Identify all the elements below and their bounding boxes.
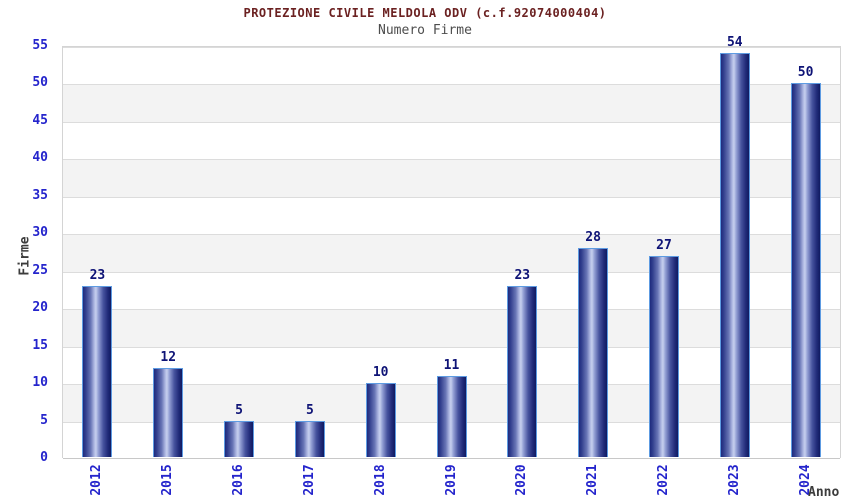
y-tick-label: 55 <box>32 38 48 53</box>
y-tick-label: 30 <box>32 225 48 241</box>
bar <box>365 383 396 457</box>
plot-band <box>63 159 840 197</box>
gridline <box>63 84 840 86</box>
plot-band <box>63 47 840 85</box>
y-tick-label: 50 <box>32 75 48 91</box>
chart-title: PROTEZIONE CIVILE MELDOLA ODV (c.f.92074… <box>243 6 607 20</box>
gridline <box>63 159 840 161</box>
gridline <box>63 234 840 236</box>
gridline <box>63 346 840 348</box>
x-tick-label: 2022 <box>655 464 671 496</box>
bar-value-label: 50 <box>797 65 814 81</box>
plot-band <box>63 196 840 235</box>
bar-value-label: 10 <box>372 365 389 381</box>
bar-value-label: 11 <box>443 357 460 373</box>
x-tick-label: 2023 <box>726 464 742 496</box>
gridline <box>63 271 840 273</box>
bar-value-label: 28 <box>585 230 601 246</box>
chart-subtitle: Numero Firme <box>378 23 472 38</box>
bar <box>82 285 113 457</box>
y-tick-label: 20 <box>32 300 48 316</box>
bar <box>507 285 538 457</box>
plot-band <box>63 84 840 122</box>
bar-value-label: 23 <box>89 267 106 283</box>
gridline <box>63 309 840 311</box>
bar <box>790 83 821 457</box>
gridline <box>63 47 840 48</box>
plot-band <box>63 121 840 160</box>
bar-value-label: 5 <box>235 402 243 418</box>
y-tick-label: 45 <box>32 112 48 128</box>
gridline <box>63 196 840 198</box>
bar <box>719 53 750 457</box>
y-tick-label: 35 <box>32 187 48 203</box>
y-tick-label: 0 <box>40 450 48 465</box>
x-axis-label: Anno <box>808 485 840 500</box>
y-tick-label: 10 <box>32 375 48 391</box>
y-tick-label: 5 <box>40 412 48 428</box>
bar <box>153 368 184 457</box>
bar <box>224 420 255 457</box>
x-tick-label: 2020 <box>514 464 530 496</box>
x-tick-label: 2012 <box>89 464 105 496</box>
x-tick-label: 2021 <box>585 464 601 496</box>
bar-value-label: 12 <box>160 350 177 366</box>
bar <box>294 420 325 457</box>
bar-value-label: 23 <box>514 267 531 283</box>
y-tick-label: 25 <box>32 262 48 278</box>
y-tick-label: 15 <box>32 337 48 353</box>
bar-value-label: 5 <box>305 402 314 418</box>
x-tick-label: 2015 <box>160 464 176 496</box>
x-tick-label: 2018 <box>372 464 388 496</box>
x-axis-line <box>63 458 840 459</box>
bar-value-label: 54 <box>726 35 743 51</box>
plot-band <box>63 271 840 310</box>
bar <box>648 255 679 457</box>
x-tick-label: 2017 <box>301 464 317 496</box>
plot-band <box>63 309 840 347</box>
x-tick-label: 2019 <box>443 464 459 496</box>
x-tick-label: 2016 <box>231 464 247 496</box>
gridline <box>63 121 840 123</box>
bar <box>436 375 467 457</box>
y-tick-label: 40 <box>32 150 48 166</box>
bar-value-label: 27 <box>656 237 672 253</box>
bar <box>578 248 609 457</box>
plot-band <box>63 234 840 272</box>
y-axis-label: Firme <box>17 236 33 276</box>
